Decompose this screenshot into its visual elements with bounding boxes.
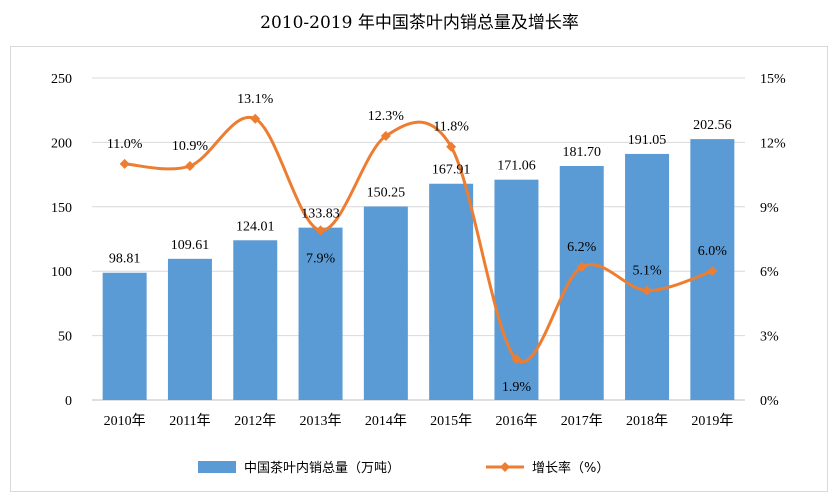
growth-rate-marker [446,141,457,152]
x-tick-label: 2011年 [169,413,210,429]
bar [494,179,539,400]
y-right-tick-label: 0% [760,394,779,409]
bar [429,183,474,400]
bar-data-label: 124.01 [236,219,275,234]
y-right-tick-label: 6% [760,265,779,280]
x-tick-label: 2010年 [104,413,146,429]
legend-line-marker [500,462,510,472]
y-left-tick-label: 100 [51,265,72,280]
x-tick-label: 2016年 [495,413,537,429]
bar-data-label: 150.25 [367,185,406,200]
bar [233,240,278,400]
legend-line-label: 增长率（%） [532,460,609,476]
y-left-tick-label: 50 [58,330,72,345]
line-data-label: 6.0% [698,244,728,259]
bar-data-label: 181.70 [563,145,602,160]
bar-data-label: 167.91 [432,163,471,178]
y-right-tick-label: 3% [760,330,779,345]
bar [559,165,604,400]
bar [167,258,212,400]
growth-rate-marker [184,161,195,172]
line-data-label: 6.2% [567,240,597,255]
bar-data-label: 98.81 [109,252,141,267]
growth-rate-marker [250,113,261,124]
bar-data-label: 171.06 [497,159,536,174]
y-left-tick-label: 150 [51,201,72,216]
line-data-label: 12.3% [368,109,405,124]
bar [102,272,147,400]
bar-data-label: 191.05 [628,133,667,148]
line-data-label: 1.9% [502,380,532,395]
line-data-label: 10.9% [172,139,209,154]
growth-rate-marker [315,225,326,236]
bar-data-label: 133.83 [301,207,340,222]
y-right-tick-label: 12% [760,136,786,151]
bar-data-label: 202.56 [693,118,732,133]
y-right-tick-label: 15% [760,72,786,87]
x-tick-label: 2013年 [300,413,342,429]
bar-data-label: 109.61 [171,238,210,253]
x-tick-label: 2014年 [365,413,407,429]
bar [363,206,408,400]
legend-bar-swatch [198,461,236,473]
bar [625,153,670,400]
y-left-tick-label: 0 [65,394,72,409]
line-data-label: 11.8% [433,120,469,135]
x-tick-label: 2017年 [561,413,603,429]
chart-title: 2010-2019 年中国茶叶内销总量及增长率 [260,13,579,33]
x-tick-label: 2015年 [430,413,472,429]
growth-rate-marker [119,158,130,169]
chart-frame [10,46,828,492]
x-tick-label: 2018年 [626,413,668,429]
growth-rate-marker [511,354,522,365]
legend-bar-label: 中国茶叶内销总量（万吨） [244,460,400,476]
growth-rate-marker [707,266,718,277]
line-data-label: 5.1% [632,264,662,279]
growth-rate-line [124,115,713,364]
line-data-label: 13.1% [237,92,274,107]
y-left-tick-label: 250 [51,72,72,87]
y-right-tick-label: 9% [760,201,779,216]
line-data-label: 11.0% [107,137,143,152]
line-data-label: 7.9% [306,251,336,266]
growth-rate-marker [576,261,587,272]
x-tick-label: 2019年 [691,413,733,429]
growth-rate-marker [642,285,653,296]
bar [298,227,343,400]
x-tick-label: 2012年 [234,413,276,429]
y-left-tick-label: 200 [51,136,72,151]
growth-rate-marker [380,130,391,141]
